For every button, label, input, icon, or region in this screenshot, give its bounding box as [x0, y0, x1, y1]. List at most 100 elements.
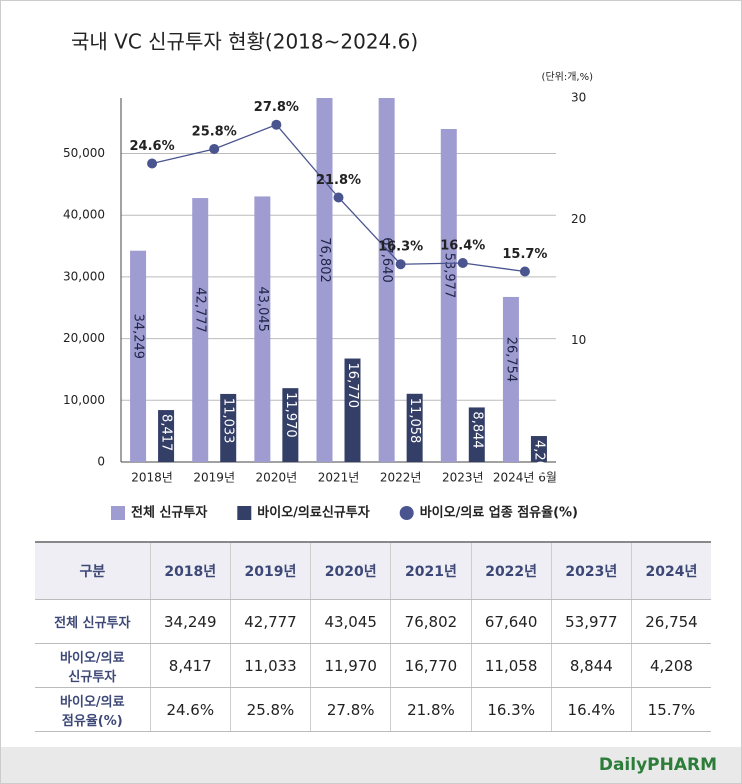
line-value-label: 25.8%	[192, 124, 237, 139]
y-tick-label: 50,000	[63, 146, 105, 160]
bar-value-label: 43,045	[255, 286, 270, 332]
table-cell: 42,777	[229, 599, 311, 644]
bar	[344, 358, 361, 462]
table-header: 2021년	[390, 541, 472, 600]
bar-value-label: 11,058	[407, 398, 422, 444]
y2-tick-label: 10	[571, 333, 586, 347]
table-cell: 11,033	[229, 643, 311, 688]
legend-marker	[399, 506, 414, 520]
legend-marker	[111, 506, 125, 520]
chart-title: 국내 VC 신규투자 현황(2018~2024.6)	[71, 30, 418, 54]
y2-tick-label: 30	[571, 91, 586, 105]
x-tick-label: 2024년 6월	[493, 471, 557, 485]
y-tick-label: 30,000	[63, 269, 105, 283]
table-cell: 76,802	[390, 599, 472, 644]
y-tick-label: 10,000	[63, 393, 105, 407]
table-cell: 24.6%	[149, 687, 231, 732]
table-cell: 8,417	[149, 643, 231, 688]
table-cell: 26,754	[630, 599, 711, 644]
line-point	[457, 258, 468, 269]
bar-value-label: 67,640	[379, 237, 394, 283]
line-point	[147, 158, 158, 169]
x-tick-label: 2019년	[193, 471, 235, 485]
x-tick-label: 2021년	[318, 471, 360, 485]
bar	[502, 296, 519, 462]
line-point	[395, 259, 406, 270]
table-cell: 11,058	[470, 643, 552, 688]
table-header: 2022년	[470, 541, 552, 600]
bar	[220, 393, 237, 462]
table-cell: 16.4%	[550, 687, 632, 732]
bar-value-label: 8,417	[159, 414, 174, 451]
bar	[440, 128, 457, 462]
y-tick-label: 0	[97, 455, 105, 469]
table-cell: 전체 신규투자	[35, 599, 151, 644]
table-cell: 바이오/의료 점유율(%)	[35, 687, 151, 732]
table-cell: 8,844	[550, 643, 632, 688]
table-cell: 21.8%	[390, 687, 472, 732]
table-cell: 34,249	[149, 599, 231, 644]
table-cell: 53,977	[550, 599, 632, 644]
bar	[530, 436, 547, 462]
bars	[130, 98, 547, 462]
bar-value-label: 76,802	[317, 237, 332, 283]
bar-value-label: 4,208	[531, 440, 546, 477]
data-table: 구분 2018년 2019년 2020년 2021년 2022년 2023년 2024년 전체 …	[35, 541, 711, 732]
bar-value-label: 34,249	[131, 314, 146, 360]
table-header: 2020년	[310, 541, 391, 600]
bar	[406, 393, 423, 462]
line-value-label: 27.8%	[254, 100, 299, 115]
y-tick-label: 40,000	[63, 208, 105, 222]
table-row: 바이오/의료 점유율(%) 24.6% 25.8% 27.8% 21.8% 16.3% 16…	[35, 687, 711, 732]
bar-value-label: 26,754	[503, 337, 518, 383]
table-cell: 11,970	[310, 643, 391, 688]
table-header: 2023년	[550, 541, 632, 600]
x-tick-label: 2020년	[256, 471, 298, 485]
bar	[254, 196, 271, 462]
table-header: 2019년	[229, 541, 311, 600]
bar	[316, 98, 333, 462]
bar-value-label: 8,844	[469, 411, 484, 448]
table-cell: 25.8%	[229, 687, 311, 732]
table-cell: 15.7%	[630, 687, 711, 732]
table-cell: 43,045	[310, 599, 391, 644]
line-point	[271, 119, 282, 130]
line-point	[333, 192, 344, 203]
legend-label: 바이오/의료신규투자	[257, 505, 369, 521]
x-tick-label: 2018년	[131, 471, 173, 485]
line-point	[209, 143, 220, 154]
table-cell: 바이오/의료 신규투자	[35, 643, 151, 688]
legend-label: 바이오/의료 업종 점유율(%)	[420, 505, 578, 521]
legend-marker	[237, 506, 252, 520]
line-value-label: 16.4%	[440, 239, 485, 254]
logo: DailyPHARM	[598, 755, 717, 775]
chart: 국내 VC 신규투자 현황(2018~2024.6) (단위:개,%) 0 10,…	[63, 30, 594, 521]
table-cell: 16.3%	[470, 687, 552, 732]
y2-tick-label: 20	[571, 212, 586, 226]
bar	[130, 250, 147, 462]
bar-value-label: 16,770	[345, 363, 360, 409]
table-row: 전체 신규투자 34,249 42,777 43,045 76,802 67,640 53,…	[35, 599, 711, 644]
line-value-label: 16.3%	[378, 240, 423, 255]
bar	[282, 388, 299, 462]
table-cell: 16,770	[390, 643, 472, 688]
table-header: 2018년	[149, 541, 231, 600]
x-tick-label: 2023년	[442, 471, 484, 485]
legend-label: 전체 신규투자	[131, 505, 207, 521]
line-value-label: 21.8%	[316, 173, 361, 188]
line-value-label: 24.6%	[130, 139, 175, 154]
bar	[192, 198, 209, 462]
table-header: 2024년	[630, 541, 711, 600]
bar-value-label: 11,033	[221, 398, 236, 444]
table-header: 구분	[35, 541, 151, 600]
footer: DailyPHARM	[1, 747, 741, 783]
bar-value-label: 11,970	[283, 392, 298, 438]
table-cell: 27.8%	[310, 687, 391, 732]
line-point	[519, 266, 530, 277]
table-row: 바이오/의료 신규투자 8,417 11,033 11,970 16,770 11,058…	[35, 643, 711, 688]
x-tick-label: 2022년	[380, 471, 422, 485]
bar	[468, 407, 485, 462]
unit-note: (단위:개,%)	[542, 70, 594, 83]
line-value-label: 15.7%	[502, 247, 547, 262]
